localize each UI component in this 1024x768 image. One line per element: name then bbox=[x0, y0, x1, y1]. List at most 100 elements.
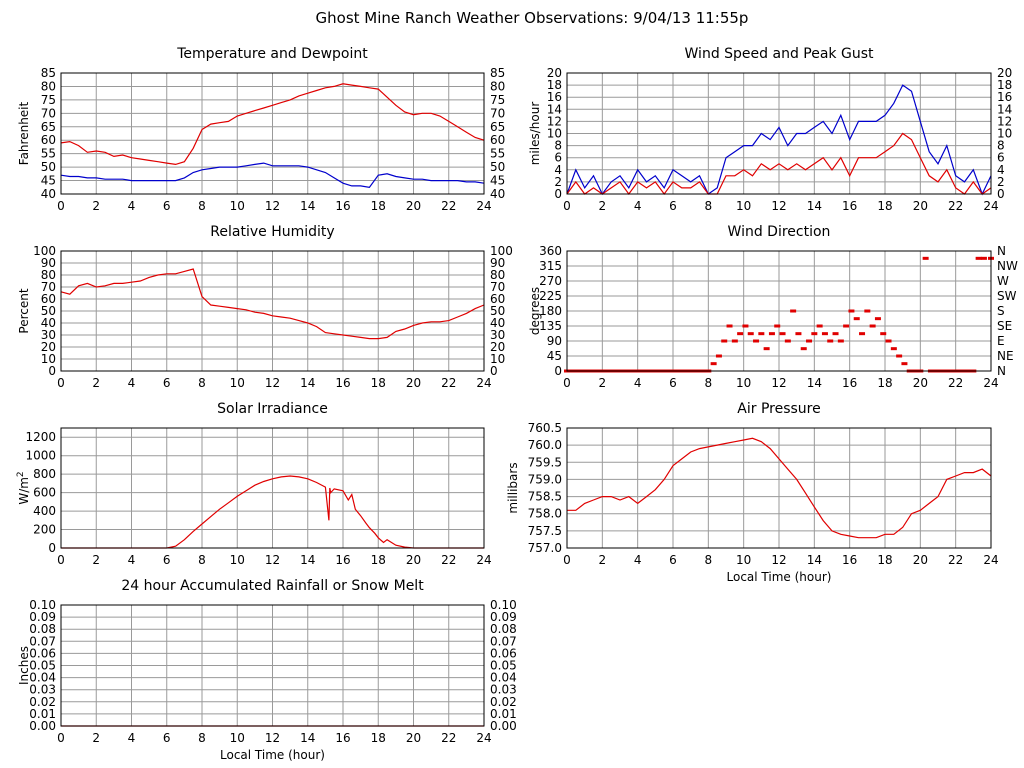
x-tick-label: 4 bbox=[128, 553, 136, 567]
right-tick-label: S bbox=[997, 304, 1005, 318]
data-point bbox=[843, 324, 850, 328]
y-axis-label: Inches bbox=[17, 646, 31, 685]
y-tick-label: 50 bbox=[41, 160, 56, 174]
y-tick-label: 0.03 bbox=[29, 683, 56, 697]
right-tick-label: 0.06 bbox=[490, 646, 517, 660]
y-tick-label: 18 bbox=[547, 78, 562, 92]
x-tick-label: 8 bbox=[705, 553, 713, 567]
y-tick-label: 0.04 bbox=[29, 671, 56, 685]
data-point bbox=[721, 339, 728, 343]
y-tick-label: 12 bbox=[547, 114, 562, 128]
data-point bbox=[715, 354, 722, 358]
y-tick-label: 16 bbox=[547, 90, 562, 104]
right-tick-label: 70 bbox=[490, 280, 505, 294]
right-tick-label: 55 bbox=[490, 147, 505, 161]
y-tick-label: 760.0 bbox=[528, 438, 562, 452]
right-tick-label: 0.05 bbox=[490, 659, 517, 673]
x-tick-label: 20 bbox=[913, 553, 928, 567]
right-tick-label: 16 bbox=[997, 90, 1012, 104]
y-axis-label: W/m2 bbox=[16, 471, 31, 504]
right-tick-label: 4 bbox=[997, 163, 1005, 177]
y-tick-label: 80 bbox=[41, 268, 56, 282]
x-tick-label: 6 bbox=[163, 553, 171, 567]
x-tick-label: 16 bbox=[842, 553, 857, 567]
x-tick-label: 8 bbox=[705, 376, 713, 390]
data-point bbox=[816, 324, 823, 328]
right-tick-label: 0.02 bbox=[490, 695, 517, 709]
y-tick-label: 757.0 bbox=[528, 541, 562, 555]
right-tick-label: 6 bbox=[997, 151, 1005, 165]
y-tick-label: 70 bbox=[41, 106, 56, 120]
y-tick-label: 759.0 bbox=[528, 472, 562, 486]
x-tick-label: 6 bbox=[669, 199, 677, 213]
x-tick-label: 0 bbox=[563, 553, 571, 567]
data-point bbox=[827, 339, 834, 343]
y-tick-label: 45 bbox=[547, 349, 562, 363]
right-tick-label: W bbox=[997, 274, 1009, 288]
data-point bbox=[737, 332, 744, 336]
x-tick-label: 8 bbox=[198, 553, 206, 567]
x-tick-label: 4 bbox=[128, 731, 136, 745]
x-axis-label: Local Time (hour) bbox=[220, 748, 325, 762]
y-tick-label: 40 bbox=[41, 316, 56, 330]
y-tick-label: 50 bbox=[41, 304, 56, 318]
y-tick-label: 0.02 bbox=[29, 695, 56, 709]
y-axis-label-text: Percent bbox=[17, 288, 31, 333]
y-tick-label: 2 bbox=[554, 175, 562, 189]
right-tick-label: 60 bbox=[490, 133, 505, 147]
data-point bbox=[901, 362, 908, 366]
data-point bbox=[779, 332, 786, 336]
right-tick-label: SE bbox=[997, 319, 1012, 333]
y-tick-label: 70 bbox=[41, 280, 56, 294]
x-tick-label: 14 bbox=[300, 553, 315, 567]
chart-title: Air Pressure bbox=[737, 401, 820, 417]
right-tick-label: 70 bbox=[490, 106, 505, 120]
x-tick-label: 24 bbox=[983, 376, 998, 390]
x-tick-label: 14 bbox=[807, 376, 822, 390]
y-tick-label: 0.10 bbox=[29, 598, 56, 612]
y-tick-label: 90 bbox=[41, 256, 56, 270]
y-axis-label-text: Fahrenheit bbox=[17, 101, 31, 165]
right-tick-label: 0 bbox=[997, 187, 1005, 201]
x-tick-label: 14 bbox=[807, 553, 822, 567]
right-tick-label: 0.07 bbox=[490, 634, 517, 648]
right-tick-label: 60 bbox=[490, 292, 505, 306]
plot-frame bbox=[566, 72, 992, 195]
y-tick-label: 60 bbox=[41, 292, 56, 306]
right-tick-label: NW bbox=[997, 259, 1018, 273]
data-point bbox=[880, 332, 887, 336]
y-tick-label: 65 bbox=[41, 120, 56, 134]
data-point bbox=[853, 317, 860, 321]
data-point bbox=[922, 256, 929, 260]
x-tick-label: 10 bbox=[736, 376, 751, 390]
chart-title: Wind Speed and Peak Gust bbox=[685, 46, 874, 62]
x-tick-label: 12 bbox=[265, 199, 280, 213]
right-tick-label: 50 bbox=[490, 160, 505, 174]
data-point bbox=[768, 332, 775, 336]
data-point bbox=[731, 339, 738, 343]
x-tick-label: 6 bbox=[163, 731, 171, 745]
y-tick-label: 360 bbox=[539, 244, 562, 258]
data-point bbox=[747, 332, 754, 336]
right-tick-label: 80 bbox=[490, 79, 505, 93]
x-tick-label: 12 bbox=[771, 553, 786, 567]
x-tick-label: 10 bbox=[230, 376, 245, 390]
x-tick-label: 2 bbox=[92, 553, 100, 567]
right-tick-label: 0.10 bbox=[490, 598, 517, 612]
plot-frame bbox=[566, 250, 992, 372]
x-tick-label: 4 bbox=[634, 553, 642, 567]
data-point bbox=[896, 354, 903, 358]
x-tick-label: 16 bbox=[335, 553, 350, 567]
x-tick-label: 18 bbox=[371, 376, 386, 390]
right-tick-label: 90 bbox=[490, 256, 505, 270]
y-tick-label: 0.07 bbox=[29, 634, 56, 648]
right-tick-label: 10 bbox=[997, 127, 1012, 141]
chart-title: Temperature and Dewpoint bbox=[176, 46, 368, 62]
y-tick-label: 225 bbox=[539, 289, 562, 303]
y-axis-label-text: W/m bbox=[17, 477, 31, 505]
x-tick-label: 8 bbox=[198, 199, 206, 213]
